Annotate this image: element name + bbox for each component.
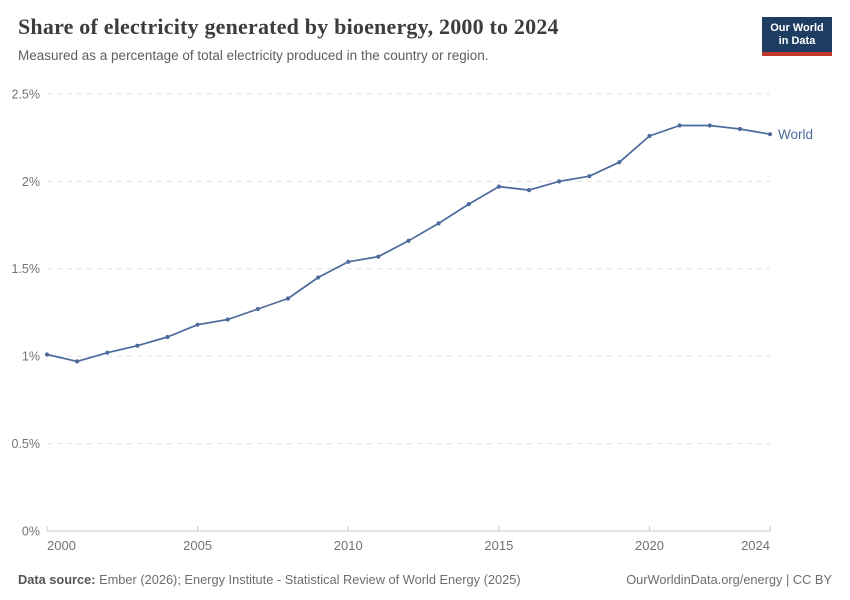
svg-text:2.5%: 2.5% bbox=[12, 87, 41, 101]
svg-text:0.5%: 0.5% bbox=[12, 437, 41, 451]
owid-logo-line2: in Data bbox=[778, 35, 816, 47]
page-title: Share of electricity generated by bioene… bbox=[18, 14, 559, 39]
svg-text:2%: 2% bbox=[22, 175, 40, 189]
y-axis-labels: 0% 0.5% 1% 1.5% 2% 2.5% bbox=[12, 87, 41, 538]
gridlines bbox=[47, 93, 770, 532]
svg-text:2020: 2020 bbox=[635, 538, 664, 553]
owid-logo-line1: Our World bbox=[770, 22, 824, 34]
svg-text:0%: 0% bbox=[22, 524, 40, 538]
x-axis-labels: 2000 2005 2010 2015 2020 2024 bbox=[47, 538, 770, 553]
svg-text:2024: 2024 bbox=[741, 538, 770, 553]
x-axis-ticks bbox=[46, 526, 771, 531]
footer-license-link[interactable]: OurWorldinData.org/energy | CC BY bbox=[626, 572, 832, 587]
svg-text:2000: 2000 bbox=[47, 538, 76, 553]
svg-text:2015: 2015 bbox=[484, 538, 513, 553]
svg-text:1.5%: 1.5% bbox=[12, 262, 41, 276]
data-source-label: Data source: bbox=[18, 572, 96, 587]
series-markers[interactable] bbox=[44, 123, 773, 364]
line-chart-canvas[interactable]: 0%0.5%1%1.5%2%2.5%2000 2005 2010 2015 2020 20… bbox=[0, 85, 850, 565]
series-line-world[interactable] bbox=[46, 124, 771, 363]
svg-text:2010: 2010 bbox=[334, 538, 363, 553]
svg-text:2005: 2005 bbox=[183, 538, 212, 553]
owid-logo[interactable]: Our World in Data bbox=[762, 17, 832, 56]
data-source: Data source: Ember (2026); Energy Instit… bbox=[18, 572, 521, 587]
svg-text:1%: 1% bbox=[22, 350, 40, 364]
chart-subtitle: Measured as a percentage of total electr… bbox=[18, 48, 489, 63]
data-source-text: Ember (2026); Energy Institute - Statist… bbox=[95, 572, 521, 587]
series-end-label[interactable]: World bbox=[778, 127, 813, 142]
